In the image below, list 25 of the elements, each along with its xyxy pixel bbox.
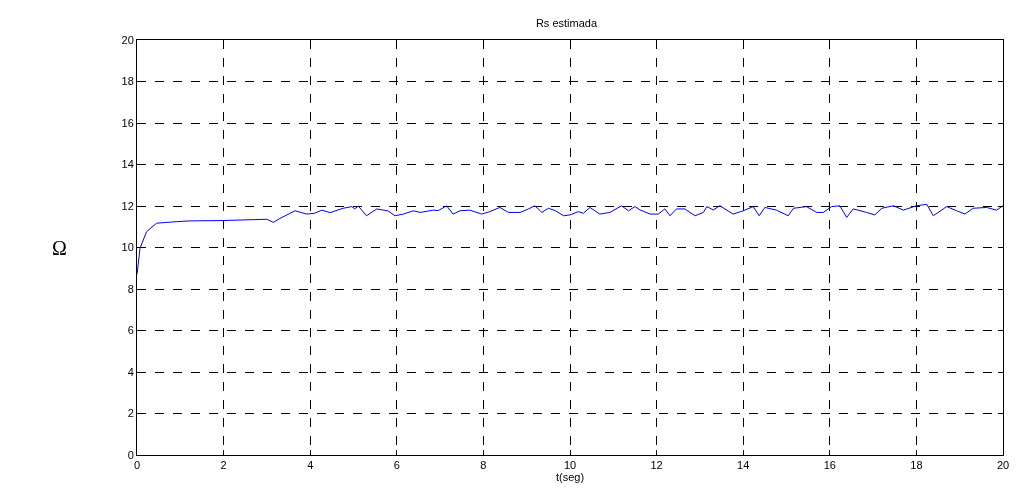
x-tick-label: 20: [996, 459, 1010, 472]
x-tick-label: 2: [220, 459, 227, 472]
y-tick-label: 10: [121, 241, 134, 254]
y-tick-label: 0: [127, 448, 134, 461]
x-tick-label: 4: [307, 459, 314, 472]
y-tick-label: 12: [121, 199, 134, 212]
x-tick-label: 16: [823, 459, 836, 472]
y-tick-label: 4: [127, 365, 134, 378]
x-tick-label: 18: [910, 459, 923, 472]
y-axis-title: Ω: [52, 237, 67, 259]
line-series: [137, 203, 1003, 275]
y-tick-label: 20: [121, 33, 134, 46]
x-tick-label: 10: [563, 459, 577, 472]
x-axis-title: t(seg): [555, 471, 585, 484]
y-tick-label: 14: [121, 158, 134, 171]
y-tick-label: 6: [127, 324, 134, 337]
y-tick-label: 8: [127, 282, 134, 295]
y-tick-label: 16: [121, 116, 134, 129]
x-tick-label: 6: [393, 459, 400, 472]
y-tick-label: 2: [127, 407, 134, 420]
x-tick-label: 8: [480, 459, 487, 472]
x-tick-label: 12: [650, 459, 663, 472]
chart-title: Rs estimada: [535, 16, 598, 29]
x-tick-label: 14: [737, 459, 750, 472]
y-tick-label: 18: [121, 75, 134, 88]
